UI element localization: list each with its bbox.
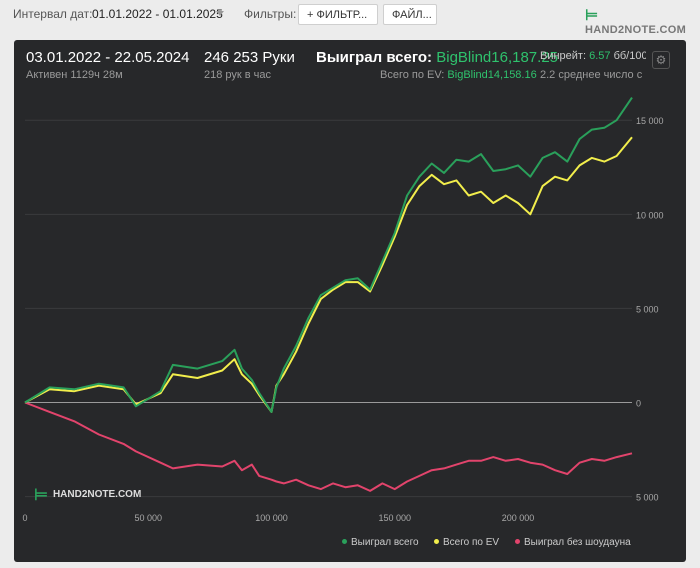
hand2note-logo: ⊨HAND2NOTE.COM	[585, 6, 700, 36]
x-tick-label: 200 000	[502, 513, 535, 523]
winrate-unit: бб/100	[613, 50, 646, 62]
ev-total-value: BigBlind14,158.16	[447, 69, 537, 81]
legend-item-ev[interactable]: Всего по EV	[434, 537, 499, 548]
toolbar: Интервал дат: 01.01.2022 - 01.01.2025 Фи…	[0, 0, 700, 36]
won-total-label: Выиграл всего:	[316, 49, 433, 66]
x-tick-label: 50 000	[134, 513, 162, 523]
won-total-value: BigBlind16,187.25	[436, 49, 558, 66]
y-tick-label: 10 000	[636, 210, 664, 220]
won-total: Выиграл всего: BigBlind16,187.25	[316, 49, 558, 66]
series-line-won	[24, 97, 633, 413]
series-line-ev	[24, 136, 633, 413]
date-interval-select[interactable]: 01.01.2022 - 01.01.2025	[92, 7, 223, 21]
y-tick-label: 0	[636, 399, 641, 409]
chart-watermark: ⊨ HAND2NOTE.COM	[34, 485, 141, 505]
watermark-logo-icon: ⊨	[34, 487, 48, 504]
legend-item-no-showdown[interactable]: Выиграл без шоудауна	[515, 537, 631, 548]
winrate-value: 6.57	[589, 50, 611, 62]
legend-dot-icon	[515, 539, 520, 544]
filters-label: Фильтры:	[244, 7, 297, 21]
hands-per-hour: 218 рук в час	[204, 69, 272, 81]
legend-dot-icon	[342, 539, 347, 544]
date-range: 03.01.2022 - 22.05.2024	[26, 49, 190, 66]
interval-label: Интервал дат:	[13, 7, 93, 21]
x-tick-label: 100 000	[255, 513, 288, 523]
hands-count: 246 253 Руки	[204, 49, 295, 66]
results-chart: 15 000 10 000 5 000 0 5 000 0 50 000 100 000 150…	[22, 97, 664, 523]
winrate-label: Винрейт:	[540, 50, 587, 62]
results-panel: 03.01.2022 - 22.05.2024 Активен 1129ч 28…	[14, 40, 686, 562]
ev-total: Всего по EV: BigBlind14,158.16	[380, 69, 537, 81]
active-time: Активен 1129ч 28м	[26, 69, 123, 81]
settings-gear-icon[interactable]: ⚙	[652, 51, 670, 69]
watermark-text: HAND2NOTE.COM	[52, 489, 142, 500]
legend-label-ev: Всего по EV	[443, 537, 500, 548]
file-button[interactable]: ФАЙЛ...	[383, 4, 437, 25]
ev-total-label: Всего по EV:	[380, 69, 445, 81]
x-tick-label: 150 000	[378, 513, 411, 523]
y-tick-label: 5 000	[636, 493, 659, 503]
legend-label-no-showdown: Выиграл без шоудауна	[524, 537, 631, 548]
logo-text: HAND2NOTE.COM	[585, 24, 687, 36]
winrate: Винрейт: 6.57 бб/100	[540, 50, 646, 62]
legend-item-won[interactable]: Выиграл всего	[342, 537, 419, 548]
y-tick-label: 5 000	[636, 304, 659, 314]
logo-mark-icon: ⊨	[585, 7, 599, 24]
avg-text: 2.2 среднее число с	[540, 69, 643, 81]
legend-dot-icon	[434, 539, 439, 544]
winrate-block: Винрейт: 6.57 бб/100 2.2 среднее число с	[534, 50, 646, 84]
series-line-no-showdown	[24, 401, 633, 492]
legend-label-won: Выиграл всего	[351, 537, 419, 548]
y-tick-label: 15 000	[636, 116, 664, 126]
x-tick-label: 0	[22, 513, 27, 523]
chevron-down-icon[interactable]	[216, 11, 224, 16]
add-filter-button[interactable]: + ФИЛЬТР...	[298, 4, 378, 25]
